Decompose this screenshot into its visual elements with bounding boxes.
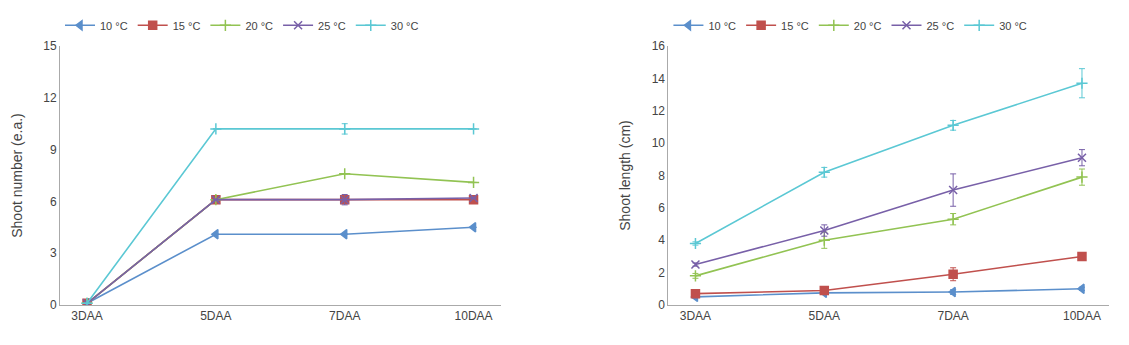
svg-text:3DAA: 3DAA bbox=[71, 309, 102, 323]
svg-text:14: 14 bbox=[652, 72, 666, 86]
svg-text:10: 10 bbox=[652, 136, 666, 150]
svg-text:Shoot length (cm): Shoot length (cm) bbox=[617, 120, 633, 231]
svg-text:16: 16 bbox=[652, 39, 666, 53]
svg-text:20 °C: 20 °C bbox=[854, 20, 882, 32]
svg-text:10DAA: 10DAA bbox=[1063, 309, 1101, 323]
svg-text:20 °C: 20 °C bbox=[245, 20, 273, 32]
svg-text:4: 4 bbox=[658, 233, 665, 247]
svg-text:10 °C: 10 °C bbox=[100, 20, 128, 32]
svg-text:7DAA: 7DAA bbox=[329, 309, 360, 323]
svg-text:30 °C: 30 °C bbox=[999, 20, 1027, 32]
svg-text:30 °C: 30 °C bbox=[391, 20, 419, 32]
svg-text:2: 2 bbox=[658, 266, 665, 280]
svg-text:25 °C: 25 °C bbox=[318, 20, 346, 32]
svg-text:5DAA: 5DAA bbox=[200, 309, 231, 323]
svg-text:12: 12 bbox=[652, 104, 666, 118]
svg-text:15 °C: 15 °C bbox=[781, 20, 809, 32]
svg-text:6: 6 bbox=[50, 195, 57, 209]
svg-text:6: 6 bbox=[658, 201, 665, 215]
svg-text:5DAA: 5DAA bbox=[809, 309, 840, 323]
svg-text:10 °C: 10 °C bbox=[708, 20, 736, 32]
svg-text:3DAA: 3DAA bbox=[680, 309, 711, 323]
svg-text:15 °C: 15 °C bbox=[173, 20, 201, 32]
svg-text:15: 15 bbox=[43, 39, 57, 53]
svg-text:25 °C: 25 °C bbox=[926, 20, 954, 32]
svg-text:3: 3 bbox=[50, 246, 57, 260]
svg-text:12: 12 bbox=[43, 91, 57, 105]
svg-text:0: 0 bbox=[50, 298, 57, 312]
svg-text:7DAA: 7DAA bbox=[937, 309, 968, 323]
svg-text:8: 8 bbox=[658, 169, 665, 183]
svg-text:0: 0 bbox=[658, 298, 665, 312]
svg-text:9: 9 bbox=[50, 143, 57, 157]
svg-text:Shoot number (e.a.): Shoot number (e.a.) bbox=[9, 113, 25, 238]
svg-text:10DAA: 10DAA bbox=[455, 309, 493, 323]
